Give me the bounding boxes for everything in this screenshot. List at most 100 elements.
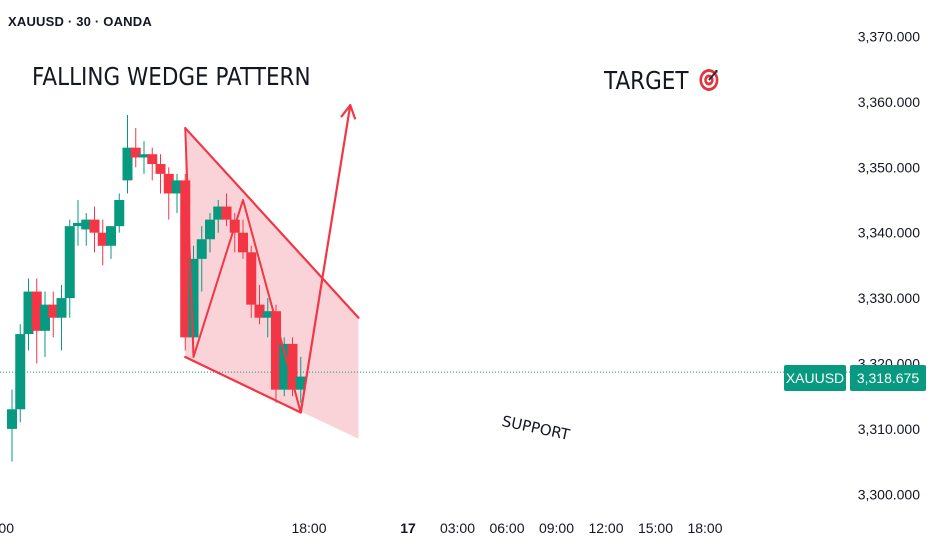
wedge-upper-line: [184, 126, 360, 319]
breakout-arrow-line: [299, 104, 352, 414]
candle: [106, 226, 116, 259]
candle-body: [97, 232, 108, 246]
bullseye-icon: [699, 69, 719, 91]
candle-body: [155, 164, 166, 174]
candle: [23, 278, 34, 351]
candle-body: [31, 291, 42, 331]
x-tick-label: 18:00: [687, 520, 722, 536]
candle: [15, 324, 26, 423]
candle-body: [238, 232, 248, 253]
candle: [180, 173, 191, 351]
candle-body: [106, 226, 116, 246]
wedge-layer: [185, 128, 359, 439]
candle: [213, 200, 224, 233]
candle: [122, 114, 133, 194]
candle-body: [172, 180, 182, 194]
drawing-layer: [184, 104, 360, 414]
candle-body: [40, 304, 50, 331]
candle: [163, 167, 174, 220]
candle: [130, 128, 141, 168]
x-tick-label: 00: [0, 520, 14, 536]
y-tick-label: 3,340.000: [858, 225, 920, 241]
candle-body: [205, 219, 215, 240]
zigzag-line: [184, 128, 302, 413]
pattern-title: FALLING WEDGE PATTERN: [32, 62, 311, 91]
candle: [89, 206, 100, 253]
candle-body: [81, 219, 92, 230]
candle-body: [254, 304, 265, 318]
candle: [172, 173, 182, 214]
symbol-price-tag: XAUUSD: [784, 365, 846, 391]
candle: [279, 337, 290, 397]
candle-body: [196, 239, 207, 259]
candle: [221, 193, 232, 227]
candle: [97, 219, 108, 266]
candle: [73, 200, 83, 246]
candle: [7, 389, 17, 462]
candle-body: [221, 206, 232, 220]
candle: [48, 291, 59, 338]
target-annotation: TARGET: [604, 66, 719, 95]
candle: [31, 278, 42, 364]
x-tick-label: 15:00: [638, 520, 673, 536]
candle: [56, 285, 67, 351]
candle-body: [89, 219, 100, 233]
candle-body: [7, 409, 17, 429]
candle-body: [114, 200, 125, 227]
y-tick-label: 3,370.000: [858, 29, 920, 45]
y-tick-label: 3,350.000: [858, 159, 920, 175]
candle: [246, 245, 257, 318]
x-tick-label: 03:00: [440, 520, 475, 536]
candle: [205, 213, 215, 253]
candle-body: [64, 226, 75, 299]
candle-body: [287, 343, 298, 390]
candle-body: [23, 291, 34, 335]
candle-body: [122, 147, 133, 181]
candle-body: [163, 173, 174, 194]
x-tick-label: 06:00: [489, 520, 524, 536]
breakout-arrowhead: [340, 104, 357, 120]
x-tick-label: 17: [400, 520, 416, 536]
time-axis: 00 18:00 17 03:00 06:00 09:00 12:00 15:00 18:00: [0, 520, 723, 536]
x-tick-label: 09:00: [539, 520, 574, 536]
candle: [40, 291, 50, 357]
candle-body: [271, 311, 281, 390]
candle-body: [15, 334, 26, 410]
candle-body: [180, 180, 191, 338]
candle: [196, 226, 207, 292]
candle-body: [262, 311, 273, 318]
symbol-header: XAUUSD · 30 · OANDA: [8, 14, 152, 29]
candle-body: [139, 154, 149, 158]
candle-body: [279, 343, 290, 390]
candle-body: [188, 258, 199, 338]
candle-layer: [7, 114, 306, 462]
wedge-fill: [185, 128, 359, 439]
candle: [64, 219, 75, 318]
price-axis: 3,370.000 3,360.000 3,350.000 3,340.000 3,33…: [858, 29, 920, 503]
candle: [262, 298, 273, 338]
candle-body: [295, 376, 306, 390]
last-price-tag: 3,318.675: [850, 365, 926, 391]
candle: [81, 213, 92, 246]
candle-body: [213, 206, 224, 220]
x-tick-label: 12:00: [588, 520, 623, 536]
candle: [295, 356, 306, 403]
y-tick-label: 3,300.000: [858, 486, 920, 502]
candle-body: [246, 252, 257, 305]
candle: [254, 285, 265, 325]
candle: [139, 141, 149, 174]
y-tick-label: 3,360.000: [858, 94, 920, 110]
candle: [147, 147, 158, 181]
x-tick-label: 18:00: [291, 520, 326, 536]
candle-body: [56, 298, 67, 318]
wedge-lower-line: [184, 355, 302, 414]
y-tick-label: 3,310.000: [858, 421, 920, 437]
candle-body: [130, 147, 141, 158]
candle: [238, 219, 248, 259]
candle-body: [73, 222, 83, 227]
candle-body: [48, 304, 59, 318]
candle: [155, 154, 166, 194]
candle: [287, 337, 298, 397]
